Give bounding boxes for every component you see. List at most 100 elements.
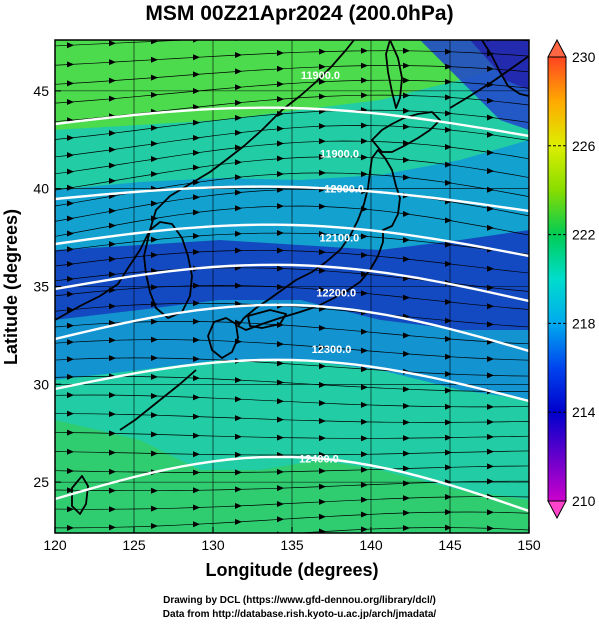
streamline-arrow [151,431,158,438]
streamline-arrow [403,47,410,54]
streamline-arrow [361,252,368,259]
streamline-arrow [151,450,158,457]
streamline-arrow [319,78,326,85]
streamline-arrow [235,144,242,151]
streamline-arrow [109,256,116,263]
streamline-arrow [109,130,116,137]
streamline-arrow [403,140,410,147]
streamline-arrow [319,435,326,442]
contour-label: 12100.0 [320,233,360,245]
streamline-arrow [403,92,410,99]
streamline-arrow [445,34,452,40]
streamline-arrow [361,171,368,178]
streamline-arrow [193,413,200,420]
streamline-arrow [193,451,200,458]
streamline [55,413,529,423]
height-contour-line [55,106,529,138]
streamline-arrow [151,487,158,494]
streamline-arrow [109,506,116,513]
streamline-arrow [109,319,116,326]
streamline-arrow [235,518,242,525]
contour-label: 12200.0 [316,287,356,299]
x-tick-label: 135 [280,537,304,553]
streamline-arrow [277,203,284,210]
streamline-arrow [529,388,536,394]
streamline-arrow [67,61,74,68]
streamline [55,285,529,310]
streamline-arrow [403,62,410,69]
streamline-arrow [361,347,368,354]
streamline [55,188,529,222]
streamline-arrow [109,177,116,184]
streamline-arrow [235,534,242,540]
streamline-arrow [319,344,326,351]
streamline [55,432,529,439]
streamline-arrow [67,429,74,436]
streamline-arrow [403,107,410,114]
streamline-arrow [403,294,410,301]
streamline-arrow [529,86,536,92]
streamline-arrow [445,179,452,186]
streamline-arrow [277,416,284,423]
streamline-arrow [445,419,452,426]
colorbar-tick-label: 230 [572,49,596,65]
streamline-arrow [403,174,410,181]
streamline-arrow [277,96,284,103]
streamline-arrow [445,387,452,394]
streamline-arrow [235,469,242,476]
shading-band [470,40,529,90]
streamline-arrow [361,271,368,278]
streamline-arrow [151,91,158,98]
streamline-arrow [193,119,200,126]
streamline-arrow [403,435,410,442]
streamline-arrow [445,493,452,500]
streamline-arrow [361,496,368,503]
height-contour-line [55,455,529,513]
credits: Drawing by DCL (https://www.gfd-dennou.o… [0,594,599,622]
streamline-arrow [151,301,158,308]
streamline-arrow [445,509,452,516]
streamline-arrow [235,129,242,136]
streamline-arrow [319,48,326,55]
streamline-arrow [109,542,116,548]
streamline-arrow [529,289,536,295]
streamline-arrow [151,40,158,45]
streamline-arrow [67,246,74,253]
streamline-arrow [277,265,284,272]
streamline-arrow [151,170,158,177]
streamline-arrow [193,164,200,171]
x-tick-label: 125 [122,537,146,553]
streamline-arrow [445,161,452,168]
streamline-arrow [361,33,368,39]
colorbar-tick-label: 218 [572,315,596,331]
streamline-arrow [109,524,116,531]
streamline-arrow [529,478,536,484]
streamline-arrow [445,299,452,306]
streamline-arrow [277,398,284,405]
streamline-arrow [193,537,200,543]
streamline [55,496,529,510]
streamline-arrow [67,306,74,313]
streamline-arrow [109,77,116,84]
streamline-arrow [277,516,284,523]
streamline-arrow [529,433,536,439]
streamline-arrow [277,50,284,57]
streamline-arrow [277,283,284,290]
streamline-arrow [109,162,116,169]
colorbar-tick-label: 226 [572,138,596,154]
streamline-arrow [403,386,410,393]
streamline-arrow [67,487,74,494]
streamline-arrow [109,146,116,153]
streamline-arrow [487,478,494,485]
streamline-arrow [151,215,158,222]
streamline-arrow [67,80,74,87]
streamline-arrow [529,175,536,181]
streamline [55,65,529,85]
streamline [55,465,529,473]
streamline-arrow [487,224,494,231]
streamline [55,156,529,191]
streamline-arrow [67,322,74,329]
streamline-arrow [193,355,200,362]
streamline-arrow [151,412,158,419]
height-contour-line [55,263,529,303]
